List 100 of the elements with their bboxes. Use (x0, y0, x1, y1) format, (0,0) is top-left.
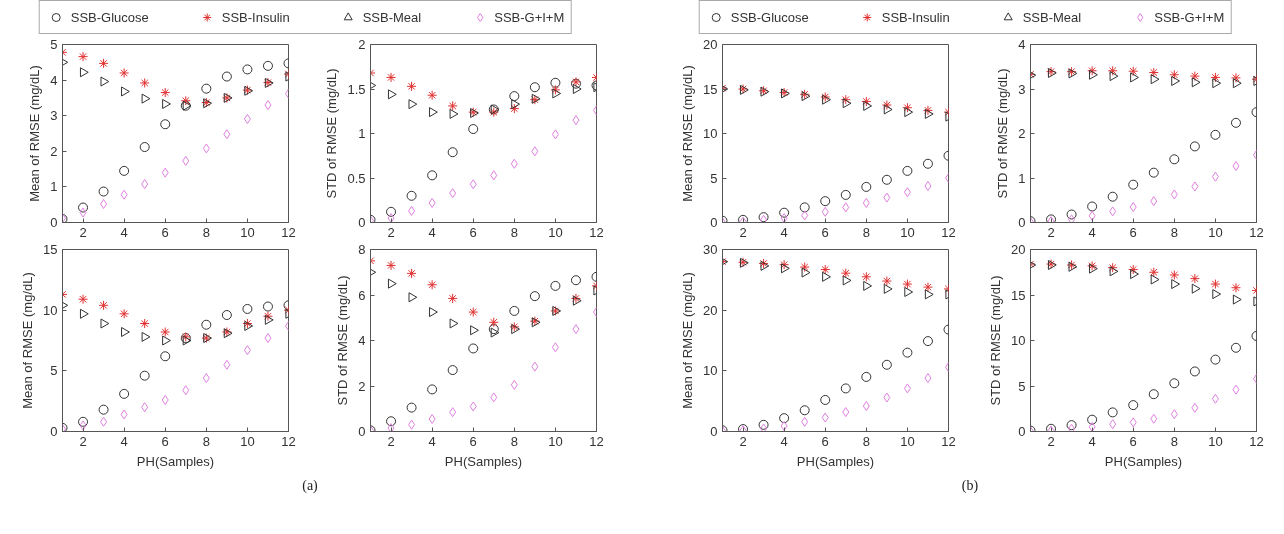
x-tick-label: 6 (161, 224, 169, 240)
x-tick-label: 8 (202, 224, 210, 240)
x-tick-label: 8 (1170, 433, 1178, 449)
x-tick-label: 12 (281, 224, 296, 240)
y-tick-label: 3 (1018, 81, 1026, 97)
y-axis-title: Mean of RMSE (mg/dL) (680, 272, 696, 409)
x-tick-label: 2 (79, 433, 87, 449)
legend-label: SSB-Glucose (730, 9, 809, 25)
y-tick-label: 2 (358, 37, 366, 52)
x-tick-label: 2 (79, 224, 87, 240)
x-tick-label: 4 (1088, 433, 1096, 449)
y-tick-label: 15 (43, 242, 58, 257)
x-tick-label: 4 (1088, 224, 1096, 240)
y-axis-title: Mean of RMSE (mg/dL) (27, 65, 43, 202)
x-tick-label: 8 (862, 433, 870, 449)
x-tick-label: 2 (387, 433, 395, 449)
x-tick-label: 10 (240, 224, 255, 240)
y-tick-label: 0 (358, 215, 366, 230)
x-tick-label: 6 (821, 224, 829, 240)
y-tick-label: 0 (50, 424, 58, 439)
x-tick-label: 10 (1208, 433, 1223, 449)
y-tick-label: 0 (50, 215, 58, 230)
x-tick-label: 4 (428, 433, 436, 449)
y-axis-title: Mean of RMSE (mg/dL) (20, 272, 36, 409)
x-tick-label: 10 (548, 433, 563, 449)
y-tick-label: 5 (50, 37, 58, 52)
x-tick-label: 2 (739, 433, 747, 449)
x-tick-label: 6 (469, 224, 477, 240)
y-tick-label: 10 (703, 363, 718, 379)
x-tick-label: 10 (900, 224, 915, 240)
x-tick-label: 4 (428, 224, 436, 240)
x-tick-label: 8 (1170, 224, 1178, 240)
x-tick-label: 10 (240, 433, 255, 449)
x-tick-label: 10 (1208, 224, 1223, 240)
y-axis-title: STD of RMSE (mg/dL) (335, 275, 351, 406)
x-tick-label: 6 (469, 433, 477, 449)
x-tick-label: 2 (1047, 433, 1055, 449)
x-tick-label: 4 (780, 433, 788, 449)
x-tick-label: 12 (1249, 224, 1264, 240)
x-tick-label: 4 (120, 433, 128, 449)
y-tick-label: 8 (358, 242, 366, 257)
x-axis-title: PH(Samples) (136, 453, 215, 469)
y-axis-title: STD of RMSE (mg/dL) (988, 275, 1004, 406)
y-tick-label: 0 (710, 215, 718, 230)
y-tick-label: 1 (358, 126, 366, 141)
text: (a) (302, 477, 318, 495)
x-tick-label: 8 (510, 433, 518, 449)
legend-label: SSB-G+I+M (1154, 9, 1225, 25)
legend-label: SSB-Meal (362, 9, 422, 25)
y-tick-label: 2 (50, 143, 58, 159)
y-tick-label: 10 (43, 302, 58, 318)
x-tick-label: 12 (589, 433, 604, 449)
x-tick-label: 12 (941, 224, 956, 240)
x-tick-label: 10 (548, 224, 563, 240)
y-tick-label: 1.5 (347, 81, 366, 97)
y-tick-label: 2 (1018, 126, 1026, 141)
y-tick-label: 0 (710, 424, 718, 439)
legend-label: SSB-Insulin (881, 9, 950, 25)
x-axis-title: PH(Samples) (1104, 453, 1183, 469)
x-tick-label: 12 (281, 433, 296, 449)
x-tick-label: 12 (1249, 433, 1264, 449)
y-tick-label: 4 (50, 72, 58, 88)
x-tick-label: 6 (1129, 224, 1137, 240)
x-tick-label: 6 (161, 433, 169, 449)
y-tick-label: 6 (358, 287, 366, 303)
y-tick-label: 1 (1018, 170, 1026, 186)
x-tick-label: 2 (1047, 224, 1055, 240)
text: (b) (961, 477, 979, 495)
y-axis-title: Mean of RMSE (mg/dL) (680, 65, 696, 202)
x-tick-label: 8 (510, 224, 518, 240)
y-tick-label: 15 (703, 81, 718, 97)
y-tick-label: 20 (1011, 242, 1026, 257)
x-tick-label: 4 (120, 224, 128, 240)
x-tick-label: 6 (1129, 433, 1137, 449)
y-tick-label: 1 (50, 179, 58, 195)
y-tick-label: 0 (358, 424, 366, 439)
legend-label: SSB-Meal (1022, 9, 1082, 25)
y-tick-label: 10 (1011, 333, 1026, 348)
x-tick-label: 8 (862, 224, 870, 240)
legend-label: SSB-Insulin (221, 9, 290, 25)
y-axis-title: STD of RMSE (mg/dL) (995, 68, 1011, 199)
x-tick-label: 10 (900, 433, 915, 449)
legend-label: SSB-G+I+M (494, 9, 565, 25)
y-tick-label: 5 (50, 363, 58, 379)
y-tick-label: 3 (50, 108, 58, 124)
x-tick-label: 2 (387, 224, 395, 240)
y-tick-label: 4 (1018, 37, 1026, 52)
y-tick-label: 0.5 (347, 170, 366, 186)
x-axis-title: PH(Samples) (444, 453, 523, 469)
y-tick-label: 20 (703, 302, 718, 318)
x-tick-label: 8 (202, 433, 210, 449)
y-tick-label: 0 (1018, 215, 1026, 230)
y-tick-label: 0 (1018, 424, 1026, 439)
y-tick-label: 2 (358, 378, 366, 394)
y-tick-label: 4 (358, 333, 366, 348)
x-tick-label: 12 (589, 224, 604, 240)
y-axis-title: STD of RMSE (mg/dL) (324, 68, 340, 199)
legend-label: SSB-Glucose (70, 9, 149, 25)
y-tick-label: 15 (1011, 287, 1026, 303)
x-tick-label: 12 (941, 433, 956, 449)
